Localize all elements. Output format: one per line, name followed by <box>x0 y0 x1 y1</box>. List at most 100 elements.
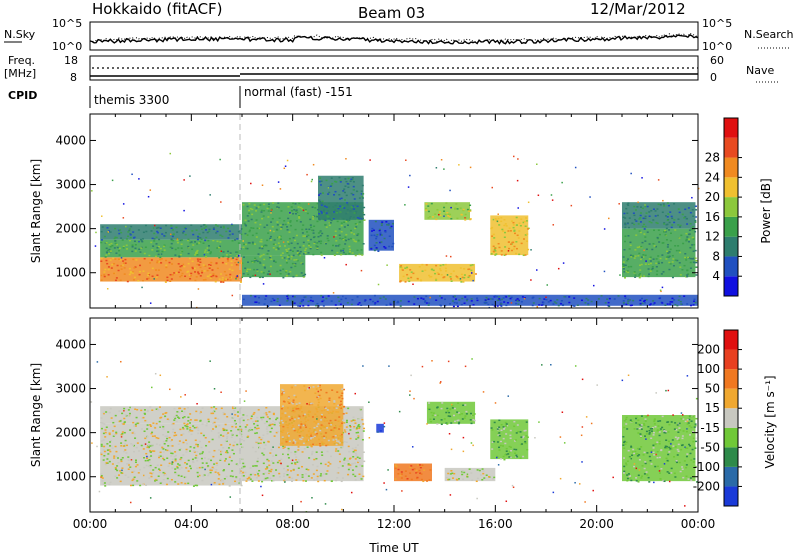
power-speckle-dot <box>464 217 466 219</box>
power-speckle-dot <box>662 199 664 202</box>
power-speckle-dot <box>409 174 411 177</box>
velocity-speckle-dot <box>633 463 636 465</box>
velocity-speckle-dot <box>383 422 386 424</box>
power-speckle-dot <box>491 186 494 189</box>
velocity-speckle-dot <box>505 500 508 503</box>
velocity-speckle-dot <box>341 433 343 436</box>
power-speckle-dot <box>455 275 458 277</box>
velocity-speckle-dot <box>655 392 657 394</box>
power-speckle-dot <box>407 186 410 188</box>
velocity-colorbar-swatch <box>724 427 738 448</box>
power-speckle-dot <box>458 164 460 166</box>
power-region-5 <box>318 175 366 222</box>
velocity-speckle-dot <box>655 453 657 456</box>
power-speckle-dot <box>496 220 499 223</box>
velocity-speckle-dot <box>220 391 222 393</box>
velocity-speckle-dot <box>385 488 388 491</box>
velocity-speckle-dot <box>584 501 586 503</box>
velocity-colorbar-tick: -200 <box>693 479 720 493</box>
velocity-speckle-dot <box>213 388 216 390</box>
power-speckle-dot <box>169 152 172 155</box>
freq-tick-bottom: 8 <box>70 71 77 84</box>
power-speckle-dot <box>691 196 693 199</box>
power-colorbar: 4 8 12 16 20 24 28 <box>705 117 742 297</box>
power-speckle-dot <box>302 209 305 212</box>
power-speckle-dot <box>659 289 662 291</box>
power-speckle-dot <box>345 158 347 160</box>
velocity-speckle-dot <box>206 422 208 425</box>
velocity-speckle-dot <box>684 505 686 507</box>
velocity-xtick-label: 00:00 <box>681 517 716 531</box>
velocity-speckle-dot <box>684 446 686 448</box>
power-colorbar-swatch <box>724 197 738 217</box>
velocity-speckle-dot <box>449 494 452 496</box>
velocity-speckle-dot <box>164 449 167 451</box>
power-speckle-dot <box>377 283 380 286</box>
velocity-speckle-dot <box>578 483 581 485</box>
velocity-speckle-dot <box>210 430 213 432</box>
velocity-speckle-dot <box>142 483 145 486</box>
velocity-speckle-dot <box>512 486 515 489</box>
velocity-ylabel: Slant Range [km] <box>29 363 43 467</box>
power-speckle-dot <box>149 302 152 304</box>
velocity-speckle-dot <box>91 442 93 444</box>
velocity-speckle-dot <box>459 413 461 416</box>
velocity-speckle-dot <box>581 461 583 463</box>
power-speckle-dot <box>241 276 244 279</box>
velocity-speckle-dot <box>280 462 282 465</box>
velocity-speckle-dot <box>559 477 562 480</box>
velocity-speckle-dot <box>421 365 424 368</box>
velocity-speckle-dot <box>447 360 450 363</box>
velocity-speckle-dot <box>538 421 540 423</box>
power-speckle-dot <box>138 178 140 180</box>
velocity-speckle-dot <box>448 432 451 435</box>
power-speckle-dot <box>95 231 97 234</box>
power-colorbar-swatch <box>724 137 738 158</box>
power-speckle-dot <box>254 274 257 277</box>
power-speckle-dot <box>545 296 547 299</box>
velocity-speckle-dot <box>667 389 670 392</box>
velocity-speckle-dot <box>349 425 352 428</box>
velocity-speckle-dot <box>98 490 101 493</box>
cpid-row: CPID themis 3300 normal (fast) -151 <box>8 85 353 108</box>
power-speckle-dot <box>296 211 299 214</box>
power-speckle-dot <box>429 296 431 299</box>
velocity-speckle-dot <box>169 388 171 391</box>
power-speckle-dot <box>660 290 662 293</box>
power-speckle-dot <box>120 257 123 259</box>
power-speckle-dot <box>536 163 538 166</box>
power-speckle-dot <box>237 254 240 257</box>
power-ytick-label: 4000 <box>55 133 86 147</box>
power-speckle-dot <box>236 275 239 277</box>
power-colorbar-tick: 28 <box>705 151 720 165</box>
velocity-speckle-dot <box>261 494 264 497</box>
velocity-speckle-dot <box>695 397 698 400</box>
power-speckle-dot <box>537 194 540 197</box>
velocity-speckle-dot <box>585 416 588 418</box>
power-region-10 <box>622 228 698 279</box>
velocity-speckle-dot <box>120 360 122 363</box>
velocity-colorbar-swatch <box>724 486 738 506</box>
velocity-speckle-dot <box>680 412 683 414</box>
velocity-speckle-dot <box>653 481 655 484</box>
velocity-speckle-dot <box>96 445 98 448</box>
velocity-speckle <box>90 358 698 513</box>
velocity-speckle-dot <box>621 379 624 382</box>
velocity-speckle-dot <box>410 374 412 377</box>
power-speckle-dot <box>449 255 452 258</box>
velocity-speckle-dot <box>159 426 161 428</box>
power-speckle-dot <box>122 203 125 205</box>
cpid-label: CPID <box>8 89 37 102</box>
velocity-speckle-dot <box>145 464 148 467</box>
power-speckle-dot <box>522 221 525 224</box>
velocity-speckle-dot <box>302 414 305 417</box>
velocity-speckle-dot <box>476 497 478 500</box>
velocity-region-7 <box>490 419 529 461</box>
velocity-speckle-dot <box>451 403 453 406</box>
velocity-speckle-dot <box>100 476 102 478</box>
velocity-region-8 <box>622 415 698 483</box>
velocity-colorbar-swatch <box>724 447 738 467</box>
power-speckle-dot <box>589 196 591 198</box>
freq-tick-top: 18 <box>64 54 78 67</box>
velocity-x-ticks: 00:00 04:00 08:00 12:00 16:00 20:00 00:00 <box>73 318 716 531</box>
